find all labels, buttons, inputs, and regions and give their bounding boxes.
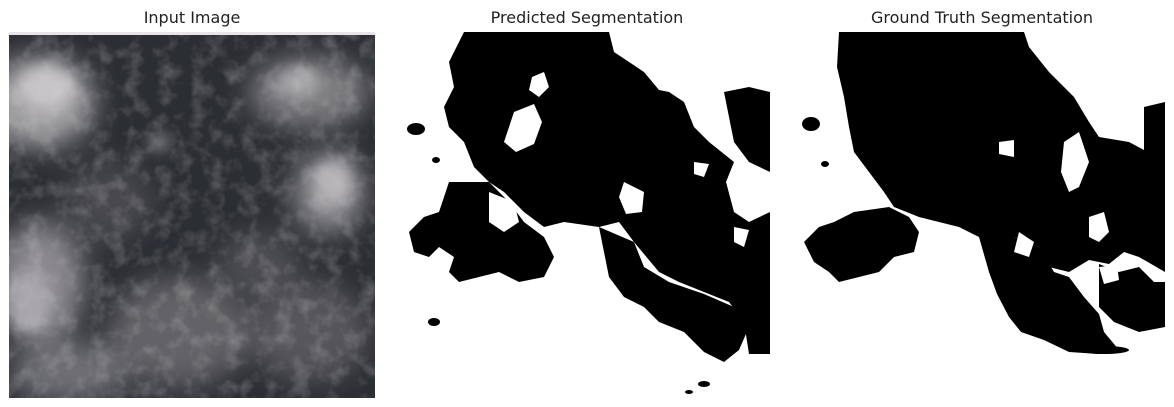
input-image-title: Input Image [143, 8, 241, 27]
predicted-segmentation-mask [404, 32, 770, 398]
ground-truth-segmentation-mask [799, 32, 1165, 398]
input-image-panel: Input Image [9, 0, 375, 407]
ground-truth-segmentation-title: Ground Truth Segmentation [870, 8, 1094, 27]
input-image [9, 32, 375, 398]
predicted-segmentation-panel: Predicted Segmentation [404, 0, 770, 407]
ground-truth-segmentation-panel: Ground Truth Segmentation [799, 0, 1165, 407]
predicted-segmentation-title: Predicted Segmentation [490, 8, 684, 27]
